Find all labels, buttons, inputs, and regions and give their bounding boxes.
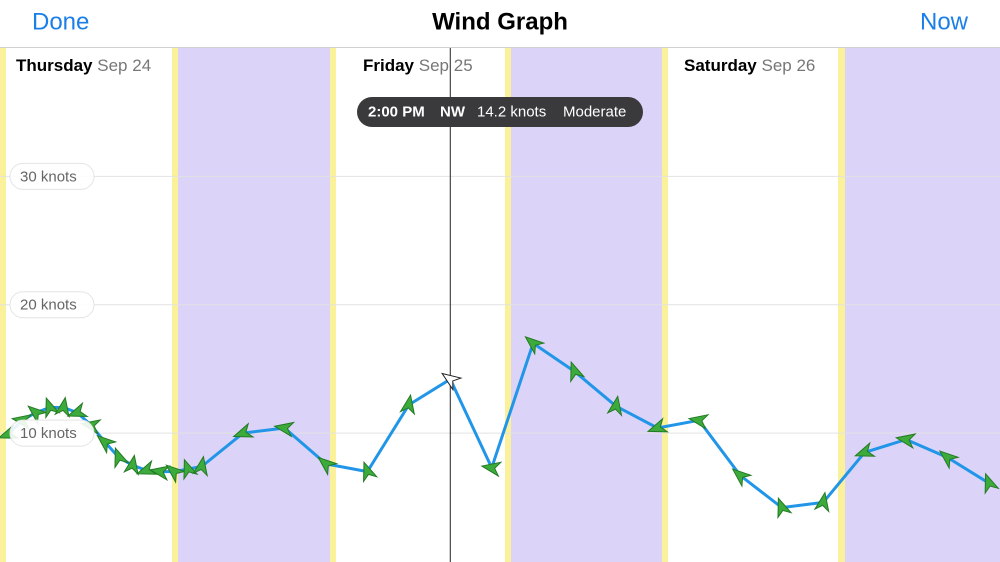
- plot: [0, 48, 1000, 562]
- grid: [0, 175, 1000, 434]
- wind-arrow: [273, 421, 296, 438]
- nav-bg: [0, 0, 1000, 47]
- wind-line: [7, 341, 990, 510]
- tick-pill: [9, 291, 95, 319]
- y-ticks: 10 knots 20 knots 30 knots: [9, 162, 95, 447]
- nav-bar: Done Wind Graph Now: [0, 0, 1000, 48]
- day-name: Friday: [363, 56, 415, 75]
- wind-arrow: [524, 335, 546, 356]
- tick-pill: [9, 419, 95, 447]
- wind-arrow: [165, 464, 187, 484]
- day-name: Thursday: [16, 56, 93, 75]
- wind-arrow: [148, 465, 171, 482]
- wind-arrow: [399, 393, 416, 416]
- wind-arrow: [687, 413, 710, 430]
- wind-arrow: [570, 360, 586, 384]
- day-date: Sep 24: [97, 56, 151, 75]
- y-tick-label: 20 knots: [20, 297, 77, 314]
- nav-title: Wind Graph: [432, 8, 568, 35]
- wind-arrow: [731, 468, 753, 488]
- wind-arrow: [317, 456, 339, 477]
- wind-arrow: [53, 396, 70, 419]
- tooltip-speed: 14.2 knots: [477, 103, 546, 120]
- now-button[interactable]: Now: [920, 8, 969, 35]
- wind-arrow: [480, 461, 503, 478]
- tooltip: 2:00 PM NW 14.2 knots Moderate: [357, 97, 643, 127]
- tick-pill: [9, 162, 95, 190]
- wind-arrow: [938, 450, 960, 470]
- wind-arrow: [183, 458, 199, 481]
- wind-arrow: [232, 422, 255, 438]
- day-date: Sep 26: [761, 56, 815, 75]
- wind-arrow: [192, 455, 209, 478]
- wind-arrow: [646, 417, 670, 433]
- wind-arrow: [440, 372, 463, 392]
- wind-arrow: [96, 434, 118, 455]
- day-labels: Thursday Sep 24 Friday Sep 25 Saturday Sep…: [16, 56, 815, 75]
- wind-arrow: [27, 405, 49, 425]
- done-button[interactable]: Done: [32, 8, 89, 35]
- wind-arrow: [606, 394, 623, 417]
- wind-arrow: [894, 433, 917, 450]
- y-tick-label: 10 knots: [20, 425, 77, 442]
- tooltip-time: 2:00 PM: [368, 103, 425, 120]
- wind-arrow: [984, 472, 1000, 495]
- tooltip-strength: Moderate: [563, 103, 626, 120]
- day-label: Friday Sep 25: [363, 56, 473, 75]
- wind-arrow: [66, 401, 89, 417]
- wind-arrow: [123, 453, 139, 476]
- day-label: Thursday Sep 24: [16, 56, 151, 75]
- tooltip-direction: NW: [440, 103, 466, 120]
- wind-arrow: [363, 460, 379, 484]
- day-label: Saturday Sep 26: [684, 56, 815, 75]
- day-name: Saturday: [684, 56, 757, 75]
- wind-arrow: [853, 441, 877, 457]
- wind-arrow: [114, 446, 130, 470]
- day-date: Sep 25: [419, 56, 473, 75]
- wind-arrow: [777, 496, 793, 520]
- tooltip-bg: [357, 97, 643, 127]
- wind-arrow: [45, 396, 61, 420]
- y-tick-label: 30 knots: [20, 168, 77, 185]
- wind-arrow: [813, 491, 830, 514]
